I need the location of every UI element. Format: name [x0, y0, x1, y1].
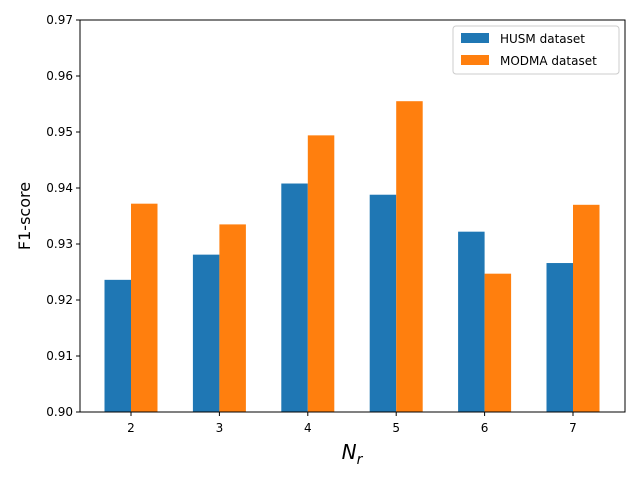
y-axis-title: F1-score	[15, 182, 34, 250]
y-tick-label: 0.92	[46, 293, 73, 307]
legend-swatch-husm	[461, 33, 489, 43]
bar-husm-7	[546, 263, 573, 412]
bar-modma-4	[307, 135, 335, 413]
y-tick-label: 0.96	[46, 69, 73, 83]
x-tick-label: 6	[481, 421, 489, 435]
x-axis-title-subscript: r	[357, 452, 364, 468]
bar-modma-7	[573, 204, 600, 412]
x-axis-title: Nr	[342, 440, 364, 468]
legend-frame	[452, 25, 620, 75]
y-axis-ticks: 0.90 0.91 0.92 0.93 0.94 0.95 0.96 0.97	[46, 13, 80, 419]
bar-husm-2	[104, 279, 131, 412]
x-tick-label: 2	[127, 421, 135, 435]
legend-swatch-modma	[461, 55, 489, 65]
y-tick-label: 0.95	[46, 125, 73, 139]
plot-frame	[79, 19, 626, 413]
bar-modma-6	[484, 273, 512, 412]
bar-modma-5	[396, 101, 423, 412]
bar-modma-2	[131, 203, 158, 412]
x-axis-title-main: N	[342, 440, 357, 464]
bar-husm-3	[192, 254, 220, 412]
y-tick-label: 0.90	[46, 405, 73, 419]
bar-husm-6	[458, 231, 485, 412]
bar-modma-3	[219, 224, 246, 412]
bar-husm-4	[281, 183, 308, 412]
legend-label-husm: HUSM dataset	[500, 32, 585, 46]
legend: HUSM dataset MODMA dataset	[452, 25, 620, 75]
y-tick-label: 0.94	[46, 181, 73, 195]
y-tick-label: 0.97	[46, 13, 73, 27]
x-tick-label: 4	[304, 421, 312, 435]
x-tick-label: 3	[216, 421, 224, 435]
legend-label-modma: MODMA dataset	[500, 54, 597, 68]
y-tick-label: 0.93	[46, 237, 73, 251]
bar-husm-5	[369, 194, 397, 412]
x-tick-label: 5	[392, 421, 400, 435]
y-tick-label: 0.91	[46, 349, 73, 363]
x-tick-label: 7	[569, 421, 577, 435]
x-axis-ticks: 2 3 4 5 6 7	[127, 412, 577, 435]
bars-group	[104, 101, 600, 413]
